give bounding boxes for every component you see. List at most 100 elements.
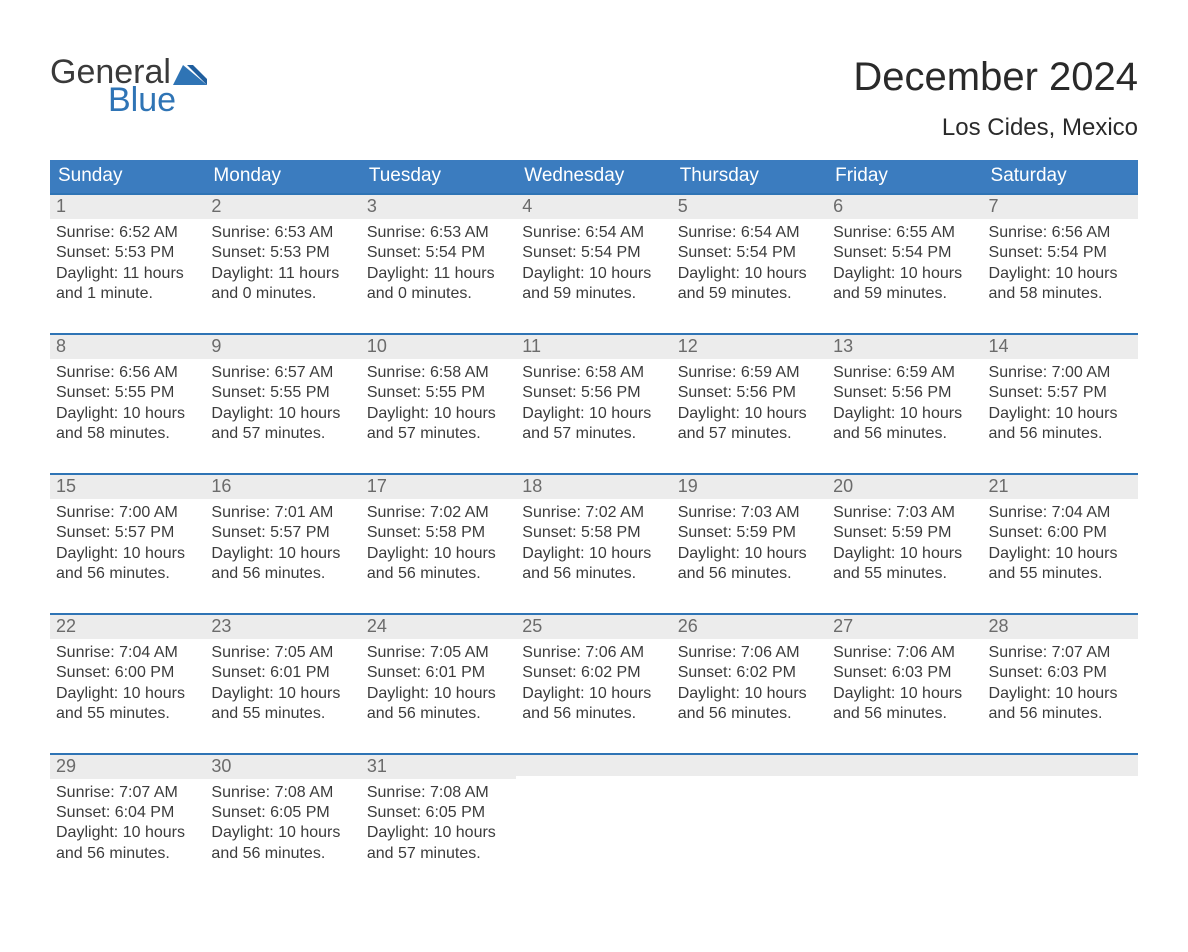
calendar-cell: 14Sunrise: 7:00 AMSunset: 5:57 PMDayligh… [983, 333, 1138, 473]
calendar-row: 29Sunrise: 7:07 AMSunset: 6:04 PMDayligh… [50, 753, 1138, 893]
day-details: Sunrise: 7:03 AMSunset: 5:59 PMDaylight:… [827, 499, 982, 585]
day-number: 1 [50, 193, 205, 219]
calendar-row: 8Sunrise: 6:56 AMSunset: 5:55 PMDaylight… [50, 333, 1138, 473]
weekday-header: Saturday [983, 160, 1138, 193]
day-number: 19 [672, 473, 827, 499]
calendar-cell: 9Sunrise: 6:57 AMSunset: 5:55 PMDaylight… [205, 333, 360, 473]
day-details: Sunrise: 7:06 AMSunset: 6:02 PMDaylight:… [672, 639, 827, 725]
calendar-cell [827, 753, 982, 893]
day-number: 31 [361, 753, 516, 779]
day-details: Sunrise: 7:00 AMSunset: 5:57 PMDaylight:… [983, 359, 1138, 445]
day-details: Sunrise: 7:02 AMSunset: 5:58 PMDaylight:… [516, 499, 671, 585]
day-details: Sunrise: 7:04 AMSunset: 6:00 PMDaylight:… [983, 499, 1138, 585]
day-number: 25 [516, 613, 671, 639]
calendar-cell: 16Sunrise: 7:01 AMSunset: 5:57 PMDayligh… [205, 473, 360, 613]
flag-icon [173, 65, 207, 85]
day-number: 5 [672, 193, 827, 219]
calendar-cell [516, 753, 671, 893]
empty-day-bar [827, 753, 982, 776]
day-number: 21 [983, 473, 1138, 499]
calendar-cell: 3Sunrise: 6:53 AMSunset: 5:54 PMDaylight… [361, 193, 516, 333]
calendar-cell: 6Sunrise: 6:55 AMSunset: 5:54 PMDaylight… [827, 193, 982, 333]
day-details: Sunrise: 7:02 AMSunset: 5:58 PMDaylight:… [361, 499, 516, 585]
calendar-cell: 18Sunrise: 7:02 AMSunset: 5:58 PMDayligh… [516, 473, 671, 613]
day-number: 22 [50, 613, 205, 639]
calendar-cell: 11Sunrise: 6:58 AMSunset: 5:56 PMDayligh… [516, 333, 671, 473]
empty-day-bar [516, 753, 671, 776]
calendar-cell: 29Sunrise: 7:07 AMSunset: 6:04 PMDayligh… [50, 753, 205, 893]
day-number: 10 [361, 333, 516, 359]
day-details: Sunrise: 6:54 AMSunset: 5:54 PMDaylight:… [516, 219, 671, 305]
calendar-cell: 21Sunrise: 7:04 AMSunset: 6:00 PMDayligh… [983, 473, 1138, 613]
weekday-header: Thursday [672, 160, 827, 193]
day-details: Sunrise: 6:54 AMSunset: 5:54 PMDaylight:… [672, 219, 827, 305]
title-block: December 2024 Los Cides, Mexico [853, 55, 1138, 142]
day-details: Sunrise: 6:52 AMSunset: 5:53 PMDaylight:… [50, 219, 205, 305]
weekday-header: Tuesday [361, 160, 516, 193]
day-details: Sunrise: 7:06 AMSunset: 6:02 PMDaylight:… [516, 639, 671, 725]
calendar-cell: 28Sunrise: 7:07 AMSunset: 6:03 PMDayligh… [983, 613, 1138, 753]
calendar-row: 22Sunrise: 7:04 AMSunset: 6:00 PMDayligh… [50, 613, 1138, 753]
calendar-cell: 12Sunrise: 6:59 AMSunset: 5:56 PMDayligh… [672, 333, 827, 473]
empty-day-bar [983, 753, 1138, 776]
calendar-cell: 20Sunrise: 7:03 AMSunset: 5:59 PMDayligh… [827, 473, 982, 613]
day-details: Sunrise: 6:59 AMSunset: 5:56 PMDaylight:… [827, 359, 982, 445]
day-details: Sunrise: 6:58 AMSunset: 5:55 PMDaylight:… [361, 359, 516, 445]
day-number: 4 [516, 193, 671, 219]
day-number: 28 [983, 613, 1138, 639]
day-details: Sunrise: 6:59 AMSunset: 5:56 PMDaylight:… [672, 359, 827, 445]
day-details: Sunrise: 6:53 AMSunset: 5:53 PMDaylight:… [205, 219, 360, 305]
day-number: 29 [50, 753, 205, 779]
day-number: 11 [516, 333, 671, 359]
day-details: Sunrise: 7:07 AMSunset: 6:03 PMDaylight:… [983, 639, 1138, 725]
day-details: Sunrise: 7:08 AMSunset: 6:05 PMDaylight:… [361, 779, 516, 865]
calendar-cell [983, 753, 1138, 893]
day-number: 9 [205, 333, 360, 359]
calendar-cell: 7Sunrise: 6:56 AMSunset: 5:54 PMDaylight… [983, 193, 1138, 333]
day-number: 12 [672, 333, 827, 359]
day-details: Sunrise: 7:07 AMSunset: 6:04 PMDaylight:… [50, 779, 205, 865]
calendar-cell: 5Sunrise: 6:54 AMSunset: 5:54 PMDaylight… [672, 193, 827, 333]
calendar-cell: 2Sunrise: 6:53 AMSunset: 5:53 PMDaylight… [205, 193, 360, 333]
day-details: Sunrise: 6:53 AMSunset: 5:54 PMDaylight:… [361, 219, 516, 305]
location-subtitle: Los Cides, Mexico [853, 114, 1138, 142]
day-number: 2 [205, 193, 360, 219]
calendar-cell: 10Sunrise: 6:58 AMSunset: 5:55 PMDayligh… [361, 333, 516, 473]
day-number: 13 [827, 333, 982, 359]
day-number: 30 [205, 753, 360, 779]
calendar-cell: 19Sunrise: 7:03 AMSunset: 5:59 PMDayligh… [672, 473, 827, 613]
calendar-cell: 24Sunrise: 7:05 AMSunset: 6:01 PMDayligh… [361, 613, 516, 753]
calendar-cell: 27Sunrise: 7:06 AMSunset: 6:03 PMDayligh… [827, 613, 982, 753]
page-title: December 2024 [853, 55, 1138, 100]
day-number: 27 [827, 613, 982, 639]
day-details: Sunrise: 7:03 AMSunset: 5:59 PMDaylight:… [672, 499, 827, 585]
day-number: 26 [672, 613, 827, 639]
calendar-cell: 8Sunrise: 6:56 AMSunset: 5:55 PMDaylight… [50, 333, 205, 473]
weekday-header: Sunday [50, 160, 205, 193]
calendar-row: 15Sunrise: 7:00 AMSunset: 5:57 PMDayligh… [50, 473, 1138, 613]
weekday-header: Friday [827, 160, 982, 193]
day-number: 17 [361, 473, 516, 499]
calendar-table: Sunday Monday Tuesday Wednesday Thursday… [50, 160, 1138, 892]
day-details: Sunrise: 7:06 AMSunset: 6:03 PMDaylight:… [827, 639, 982, 725]
day-details: Sunrise: 6:55 AMSunset: 5:54 PMDaylight:… [827, 219, 982, 305]
day-details: Sunrise: 6:57 AMSunset: 5:55 PMDaylight:… [205, 359, 360, 445]
calendar-cell [672, 753, 827, 893]
day-details: Sunrise: 7:05 AMSunset: 6:01 PMDaylight:… [361, 639, 516, 725]
brand-logo: General Blue [50, 55, 207, 117]
calendar-cell: 31Sunrise: 7:08 AMSunset: 6:05 PMDayligh… [361, 753, 516, 893]
header: General Blue December 2024 Los Cides, Me… [50, 55, 1138, 142]
calendar-cell: 15Sunrise: 7:00 AMSunset: 5:57 PMDayligh… [50, 473, 205, 613]
day-details: Sunrise: 7:05 AMSunset: 6:01 PMDaylight:… [205, 639, 360, 725]
day-details: Sunrise: 7:08 AMSunset: 6:05 PMDaylight:… [205, 779, 360, 865]
day-details: Sunrise: 7:04 AMSunset: 6:00 PMDaylight:… [50, 639, 205, 725]
calendar-cell: 23Sunrise: 7:05 AMSunset: 6:01 PMDayligh… [205, 613, 360, 753]
day-number: 15 [50, 473, 205, 499]
day-number: 18 [516, 473, 671, 499]
day-number: 14 [983, 333, 1138, 359]
calendar-cell: 26Sunrise: 7:06 AMSunset: 6:02 PMDayligh… [672, 613, 827, 753]
day-details: Sunrise: 7:01 AMSunset: 5:57 PMDaylight:… [205, 499, 360, 585]
day-number: 8 [50, 333, 205, 359]
calendar-cell: 13Sunrise: 6:59 AMSunset: 5:56 PMDayligh… [827, 333, 982, 473]
day-number: 7 [983, 193, 1138, 219]
